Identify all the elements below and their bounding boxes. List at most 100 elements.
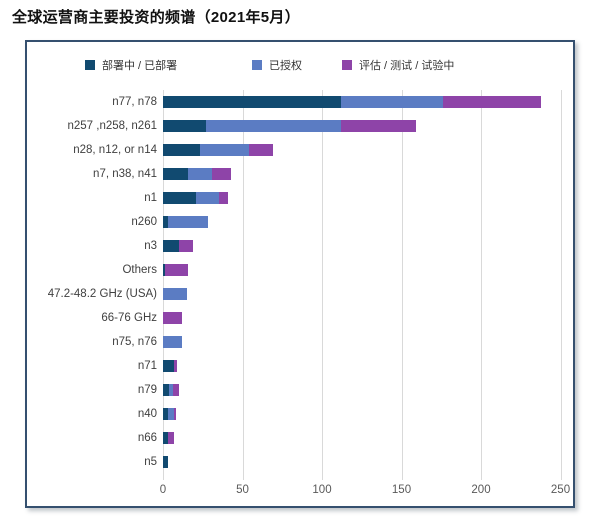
bar-segment — [163, 168, 189, 180]
bar-segment — [163, 96, 342, 108]
category-label: 66-76 GHz — [101, 312, 157, 324]
stacked-bar-n5 — [163, 456, 168, 468]
gridline-200 — [481, 90, 482, 480]
stacked-bar-n77, n78 — [163, 96, 542, 108]
bar-segment — [167, 408, 175, 420]
chart-title: 全球运营商主要投资的频谱（2021年5月） — [12, 9, 301, 26]
bar-row — [163, 258, 569, 282]
bar-row — [163, 426, 569, 450]
bar-row — [163, 282, 569, 306]
bar-row — [163, 306, 569, 330]
bar-row — [163, 138, 569, 162]
legend-label-licensed: 已授权 — [269, 60, 302, 72]
legend-label-evaluating: 评估 / 测试 / 试验中 — [359, 60, 455, 72]
bar-row — [163, 354, 569, 378]
bar-segment — [163, 216, 168, 228]
bar-segment — [163, 192, 197, 204]
category-label: n5 — [144, 456, 157, 468]
bar-segment — [218, 192, 229, 204]
stacked-bar-47.2-48.2 GHz (USA) — [163, 288, 187, 300]
category-label: n71 — [137, 360, 157, 372]
bar-segment — [163, 456, 168, 468]
legend-label-deployed: 部署中 / 已部署 — [102, 60, 178, 72]
bar-row — [163, 234, 569, 258]
x-tick-label-200: 200 — [471, 484, 491, 496]
bar-segment — [174, 408, 176, 420]
x-tick-label-250: 250 — [550, 484, 571, 496]
stacked-bar-n1 — [163, 192, 229, 204]
legend-swatch-evaluating-icon — [342, 60, 352, 70]
stacked-bar-n71 — [163, 360, 178, 372]
stacked-bar-n260 — [163, 216, 208, 228]
bar-segment — [199, 144, 249, 156]
bar-segment — [163, 312, 183, 324]
stacked-bar-n75, n76 — [163, 336, 183, 348]
stacked-bar-n3 — [163, 240, 194, 252]
bar-segment — [341, 120, 416, 132]
stacked-bar-Others — [163, 264, 189, 276]
bar-row — [163, 378, 569, 402]
category-label: n7, n38, n41 — [93, 168, 157, 180]
category-label: n3 — [144, 240, 157, 252]
bar-row — [163, 114, 569, 138]
category-label: n77, n78 — [112, 96, 157, 108]
stacked-bar-n66 — [163, 432, 175, 444]
bar-segment — [205, 120, 342, 132]
x-tick-label-0: 0 — [159, 484, 167, 496]
stacked-bar-n7, n38, n41 — [163, 168, 232, 180]
bar-segment — [248, 144, 273, 156]
stacked-bar-n257 ,n258, n261 — [163, 120, 416, 132]
category-label: n66 — [137, 432, 157, 444]
x-tick-label-50: 50 — [236, 484, 249, 496]
bar-row — [163, 402, 569, 426]
legend-item-evaluating: 评估 / 测试 / 试验中 — [342, 58, 454, 72]
category-label: n260 — [131, 216, 157, 228]
bar-segment — [163, 336, 183, 348]
bar-row — [163, 330, 569, 354]
bar-segment — [442, 96, 542, 108]
bar-segment — [174, 360, 178, 372]
bar-segment — [178, 240, 194, 252]
plot-area — [163, 90, 569, 480]
legend-item-licensed: 已授权 — [252, 58, 302, 72]
x-tick-label-150: 150 — [391, 484, 412, 496]
legend-swatch-licensed-icon — [252, 60, 262, 70]
category-label: Others — [122, 264, 157, 276]
category-label: n79 — [137, 384, 157, 396]
gridline-50 — [242, 90, 244, 480]
category-label: n28, n12, or n14 — [73, 144, 157, 156]
bar-segment — [163, 288, 187, 300]
bar-segment — [341, 96, 443, 108]
legend-swatch-deployed-icon — [85, 60, 95, 70]
stacked-bar-n40 — [163, 408, 176, 420]
bar-segment — [169, 384, 173, 396]
bar-segment — [163, 120, 206, 132]
bar-segment — [212, 168, 232, 180]
stacked-bar-n28, n12, or n14 — [163, 144, 273, 156]
bar-segment — [163, 144, 200, 156]
gridline-250 — [560, 90, 562, 480]
bar-segment — [163, 360, 175, 372]
bar-segment — [196, 192, 219, 204]
bar-segment — [167, 216, 208, 228]
bar-row — [163, 450, 569, 474]
bar-segment — [163, 384, 170, 396]
chart-panel: 部署中 / 已部署 已授权 评估 / 测试 / 试验中 n77, n78 n257… — [25, 40, 575, 508]
category-label: 47.2-48.2 GHz (USA) — [47, 288, 157, 300]
bar-segment — [163, 408, 168, 420]
legend-item-deployed: 部署中 / 已部署 — [85, 58, 177, 72]
bar-segment — [167, 432, 175, 444]
bar-segment — [188, 168, 213, 180]
bar-segment — [164, 264, 189, 276]
value-axis: 0 50 100 150 200 250 — [159, 484, 571, 500]
bar-row — [163, 162, 569, 186]
bar-segment — [163, 264, 165, 276]
gridline-150 — [401, 90, 403, 480]
bar-row — [163, 210, 569, 234]
stacked-bar-66-76 GHz — [163, 312, 183, 324]
category-label: n40 — [137, 408, 157, 420]
x-tick-label-100: 100 — [312, 484, 332, 496]
gridline-100 — [322, 90, 323, 480]
bar-segment — [163, 432, 168, 444]
gridline-0 — [163, 90, 164, 480]
